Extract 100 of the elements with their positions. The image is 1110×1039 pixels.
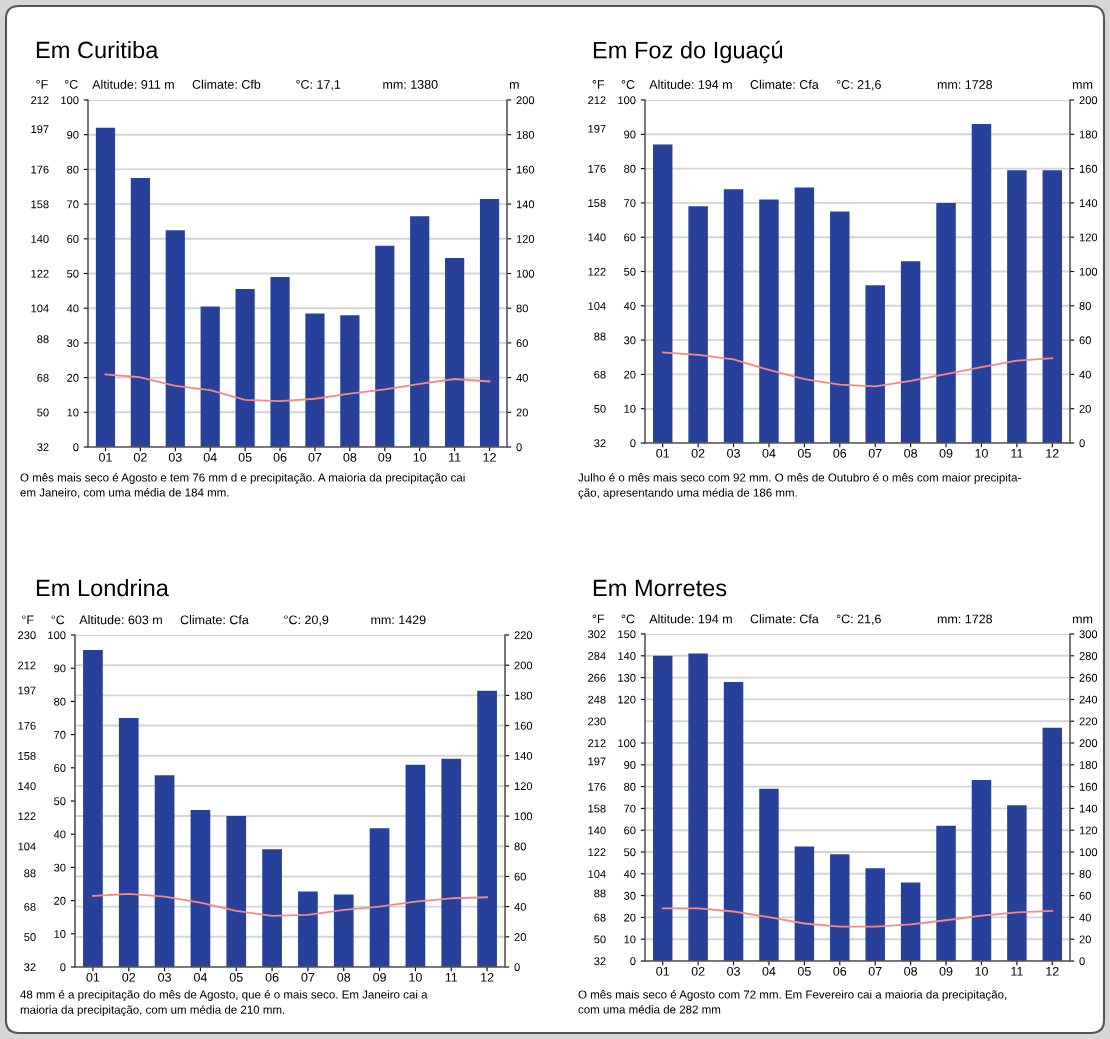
y2-tick-label: 140	[1079, 199, 1098, 208]
line-series	[104, 373, 491, 403]
y-tick-label: 30	[624, 336, 636, 345]
x-tick-label: 09	[373, 972, 386, 982]
y-tick-label: 90	[54, 664, 66, 673]
y3-tick-label: 140	[588, 233, 606, 242]
y2-tick-label: 200	[516, 96, 535, 105]
chart-title: Em Foz do Iguaçú	[593, 40, 783, 64]
bar	[688, 206, 708, 443]
y2-tick-label: 40	[516, 373, 528, 382]
y2-tick-label: 60	[1079, 336, 1091, 345]
bar	[652, 144, 673, 443]
x-tick-label: 01	[86, 972, 100, 982]
y3-tick-label: 212	[18, 661, 36, 670]
chart-subtitle: Altitude: 603 m Climate: Cfa °C: 20,9 mm: 1429	[79, 615, 426, 626]
bar	[652, 655, 673, 961]
y2-tick-label: 0	[514, 963, 520, 972]
y-tick-label: 10	[54, 930, 66, 938]
bar	[1007, 805, 1027, 961]
x-tick-label: 05	[238, 452, 252, 462]
y2-tick-label: 40	[514, 902, 526, 911]
x-tick-label: 07	[308, 452, 322, 462]
y2-tick-label: 120	[516, 235, 535, 243]
x-tick-label: 04	[762, 448, 776, 458]
x-tick-label: 03	[158, 972, 171, 982]
x-tick-label: 05	[229, 972, 243, 982]
x-tick-label: 11	[445, 973, 458, 982]
y2-tick-label: 220	[1079, 717, 1098, 726]
y2-tick-label: 20	[1079, 404, 1091, 413]
bar	[759, 788, 779, 961]
y2-tick-label: 80	[514, 842, 526, 851]
bar	[688, 653, 708, 961]
y3-tick-label: 104	[588, 870, 606, 878]
y3-tick-label: 68	[594, 370, 606, 379]
bar	[759, 199, 779, 443]
y3-tick-label: 302	[588, 630, 606, 639]
x-tick-label: 08	[343, 452, 357, 462]
y2-tick-label: 140	[1079, 804, 1098, 813]
x-tick-label: 12	[483, 452, 496, 462]
y2-axis-title: m	[509, 82, 519, 89]
x-tick-label: 12	[1046, 966, 1059, 976]
y2-tick-label: 180	[516, 130, 535, 139]
y3-axis-title: °F	[36, 80, 48, 89]
y2-tick-label: 60	[1079, 891, 1091, 900]
y2-tick-label: 160	[516, 165, 535, 174]
y2-tick-label: 200	[1079, 739, 1098, 748]
y2-tick-label: 80	[1079, 302, 1091, 310]
y3-tick-label: 68	[37, 373, 49, 382]
y-tick-label: 100	[618, 739, 636, 748]
y-tick-label: 70	[624, 804, 636, 813]
bar	[375, 245, 395, 447]
y-tick-label: 60	[624, 826, 636, 835]
y2-tick-label: 200	[514, 661, 533, 670]
y3-tick-label: 140	[588, 826, 606, 835]
y2-tick-label: 280	[1079, 652, 1098, 660]
bar	[340, 315, 360, 447]
y-tick-label: 0	[73, 443, 79, 452]
bar	[830, 211, 850, 443]
y-tick-label: 40	[623, 870, 636, 878]
y2-tick-label: 100	[514, 812, 533, 821]
y3-tick-label: 176	[18, 721, 36, 730]
x-tick-label: 07	[301, 972, 315, 982]
y2-tick-label: 0	[1079, 957, 1085, 966]
y-tick-label: 10	[624, 404, 636, 413]
y-axis-title: °C	[64, 80, 78, 89]
bar	[298, 891, 318, 967]
y3-tick-label: 140	[31, 235, 49, 243]
y3-tick-label: 32	[37, 443, 49, 452]
y2-tick-label: 40	[1079, 913, 1091, 922]
y2-tick-label: 100	[1079, 848, 1098, 857]
x-tick-label: 12	[481, 972, 494, 982]
text: 48 mm é a precipitação do mês de Agosto, que é o mais seco. Em Janeiro cai a maioria da precipitação, com um média de 210 mm.	[20, 990, 428, 1017]
x-tick-label: 10	[409, 972, 422, 982]
y3-tick-label: 32	[594, 957, 606, 966]
bar	[723, 681, 744, 961]
y-tick-label: 50	[54, 797, 66, 806]
y-axis-title: °C	[621, 80, 635, 89]
x-tick-label: 09	[939, 448, 953, 458]
chart-title: Em Morretes	[593, 579, 727, 597]
bar	[865, 868, 885, 961]
y3-tick-label: 248	[588, 695, 606, 704]
y-tick-label: 90	[624, 130, 636, 139]
bar	[1007, 170, 1027, 443]
y-tick-label: 100	[48, 631, 66, 640]
x-tick-label: 08	[904, 966, 918, 976]
y3-tick-label: 32	[594, 439, 606, 448]
bar	[723, 189, 744, 443]
y-tick-label: 70	[624, 199, 636, 208]
y2-tick-label: 120	[1079, 826, 1098, 835]
y3-tick-label: 50	[24, 933, 36, 941]
y-tick-label: 80	[624, 164, 636, 173]
x-tick-label: 10	[413, 452, 427, 462]
y-tick-label: 70	[67, 200, 79, 209]
y2-tick-label: 120	[514, 782, 533, 791]
y-tick-label: 20	[67, 373, 79, 382]
y2-tick-label: 160	[1079, 782, 1098, 791]
y-axis-title: °C	[621, 614, 635, 624]
chart-subtitle: Altitude: 194 m Climate: Cfa °C: 21,6 mm: 1728	[649, 79, 993, 91]
x-tick-label: 12	[1046, 448, 1059, 458]
y3-tick-label: 122	[31, 269, 49, 278]
